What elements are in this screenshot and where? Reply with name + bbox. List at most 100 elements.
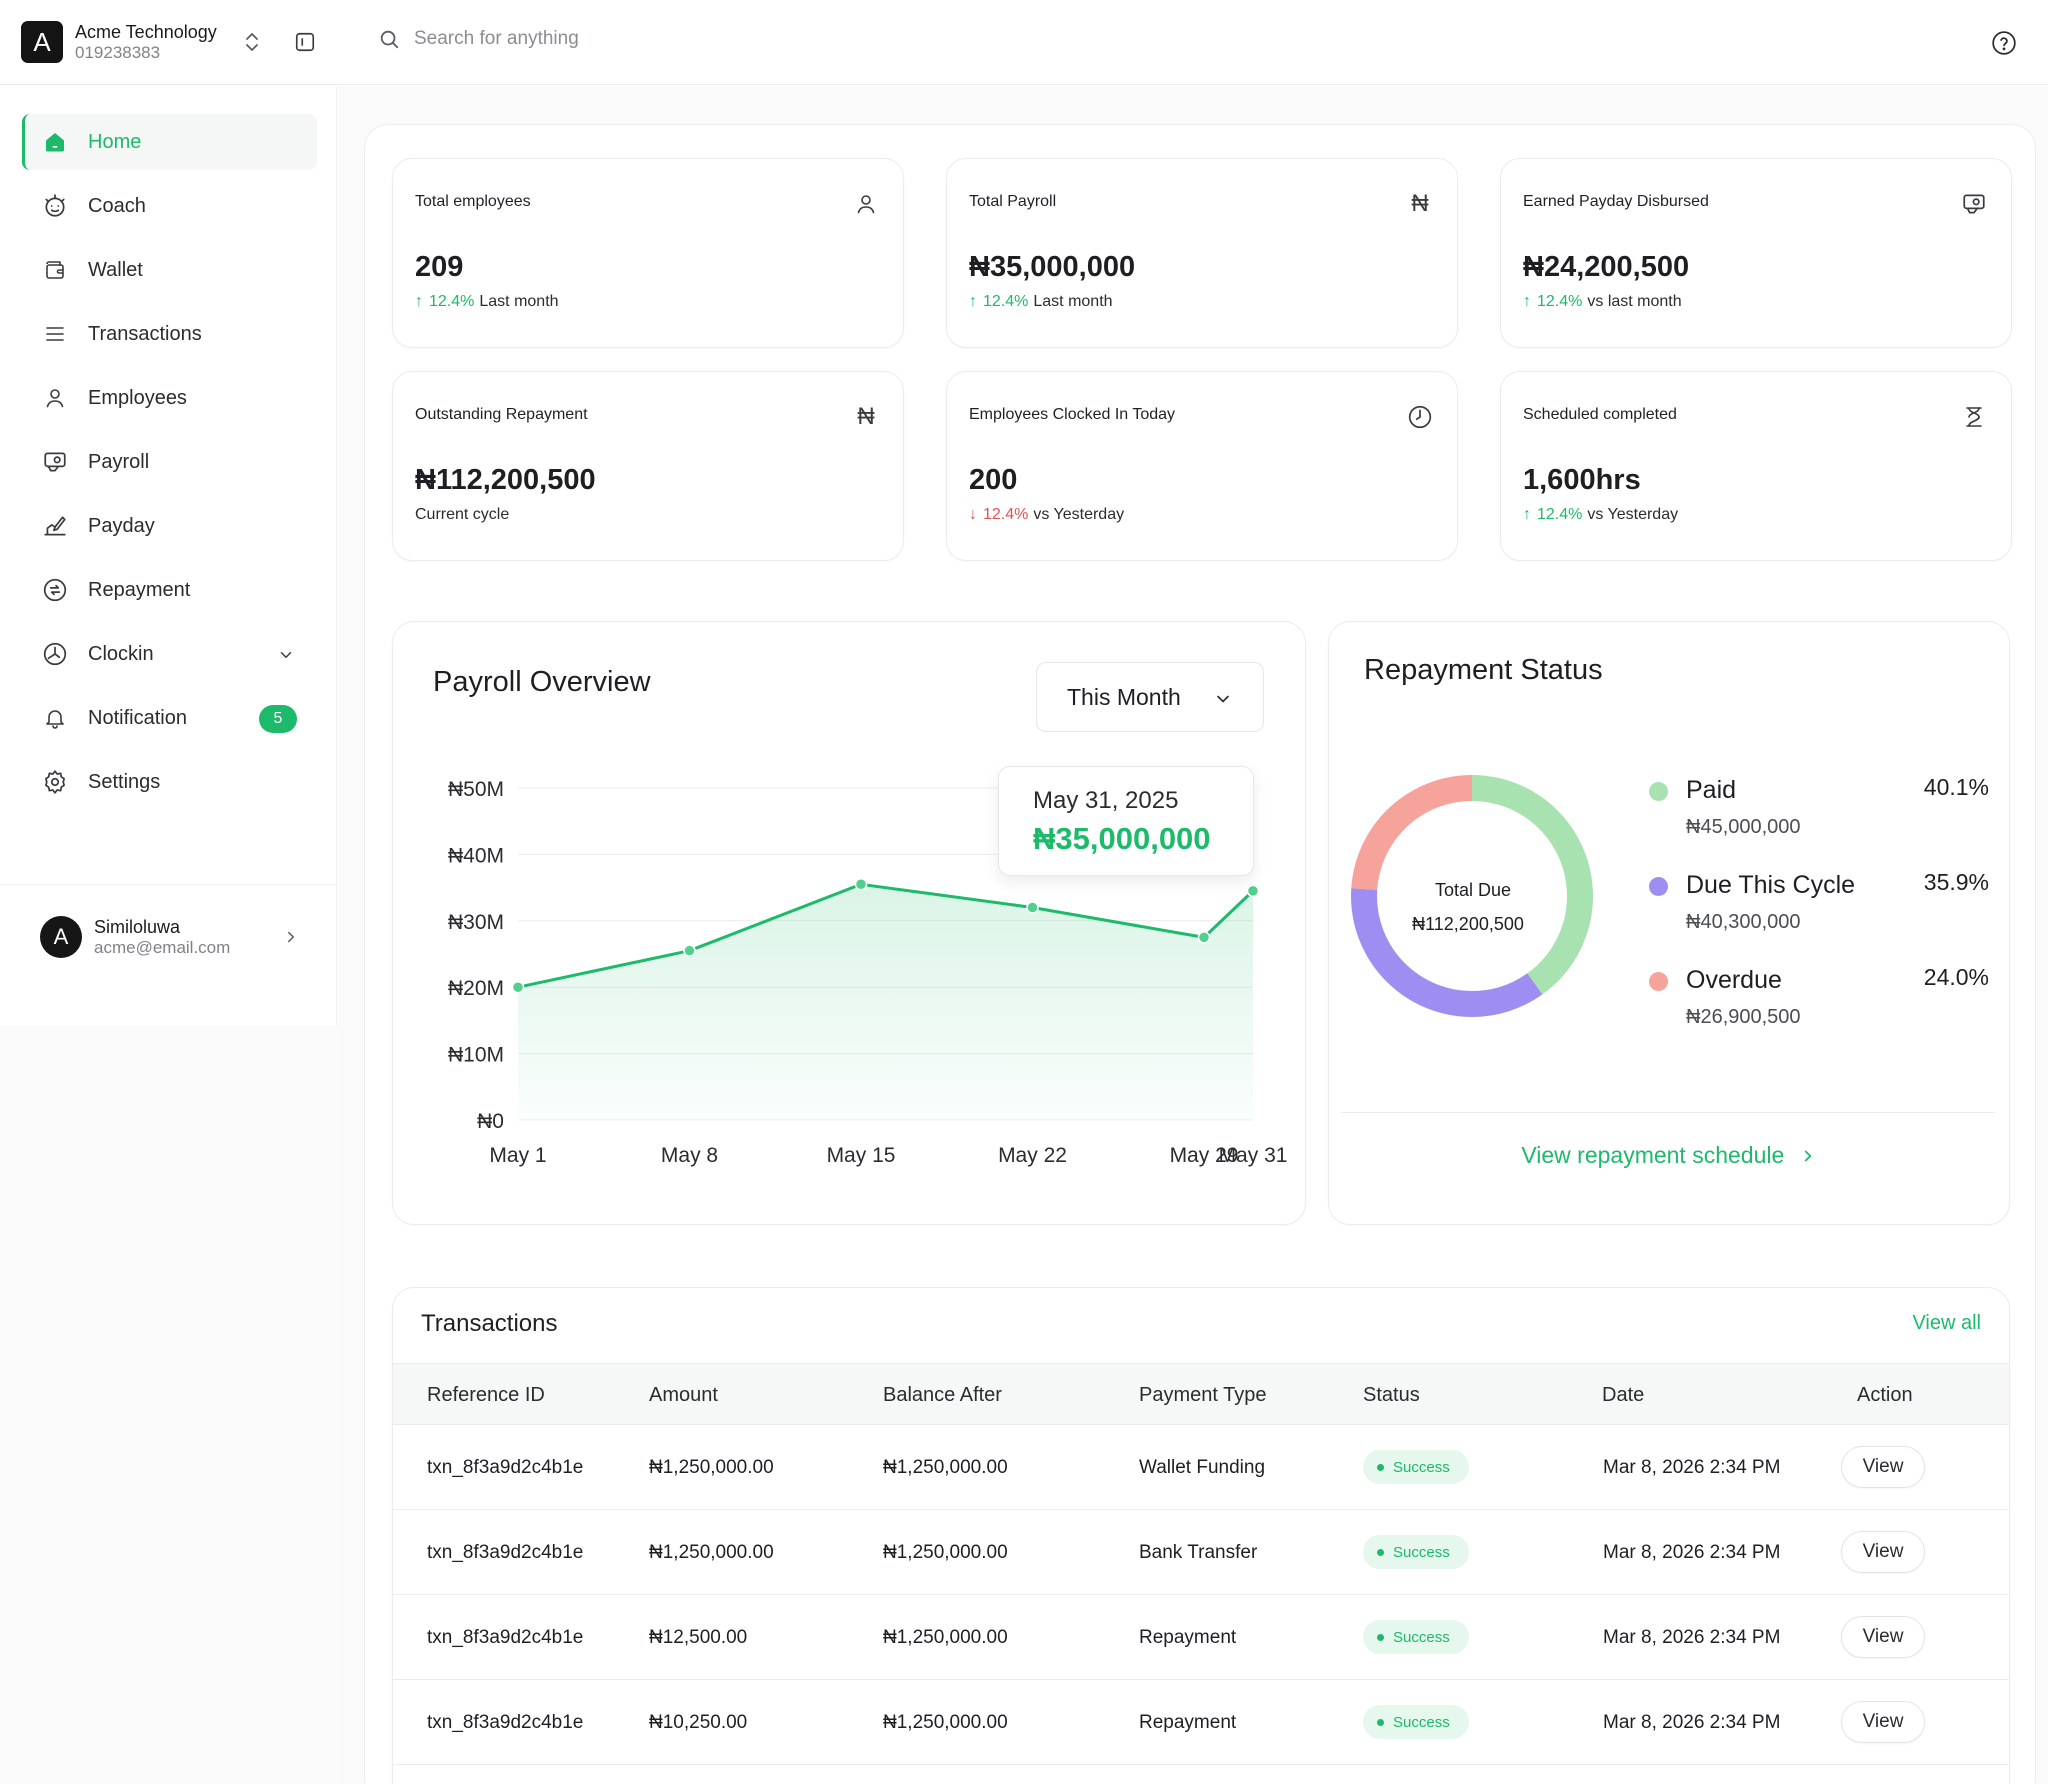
stat-change-suffix: vs Yesterday	[1033, 506, 1125, 523]
org-id: 019238383	[75, 43, 161, 62]
x-tick-label: May 31	[1219, 1144, 1288, 1167]
legend-percent: 24.0%	[1923, 964, 1989, 990]
sidebar-item-repayment[interactable]: Repayment	[22, 562, 317, 618]
stat-card-outstanding-repayment: Outstanding Repayment ₦ ₦112,200,500 Cur…	[392, 371, 904, 561]
stat-card-total-employees: Total employees 209 ↑ 12.4% Last month	[392, 158, 904, 348]
sidebar-item-payday[interactable]: Payday	[22, 498, 317, 554]
view-button[interactable]: View	[1841, 1531, 1925, 1573]
org-logo: A	[21, 21, 63, 63]
stat-change: ↑ 12.4% vs last month	[1523, 293, 1682, 311]
y-tick-label: ₦50M	[448, 778, 504, 801]
list-icon	[42, 321, 68, 347]
arrow-up-icon: ↑	[415, 293, 423, 310]
series-line	[517, 882, 1255, 989]
view-button[interactable]: View	[1841, 1446, 1925, 1488]
stat-label: Earned Payday Disbursed	[1523, 193, 1709, 210]
search-input[interactable]	[414, 28, 914, 50]
org-switcher[interactable]: A Acme Technology 019238383	[21, 21, 217, 63]
chevron-right-icon	[1804, 1150, 1812, 1162]
transactions-card: Transactions View all Reference ID Amoun…	[392, 1287, 2010, 1784]
legend-item-due-this-cycle: Due This Cycle ₦40,300,000 35.9%	[1649, 867, 1989, 947]
repayment-status-card: Repayment Status Total Due ₦112,200,500 …	[1328, 621, 2010, 1225]
stat-change-pct: 12.4%	[429, 293, 475, 310]
stat-change-pct: 12.4%	[1537, 293, 1583, 310]
sidebar-item-transactions[interactable]: Transactions	[22, 306, 317, 362]
donut-center-value: ₦112,200,500	[1412, 914, 1524, 934]
cell-balance-after: ₦1,250,000.00	[883, 1542, 1008, 1563]
chevron-down-icon[interactable]	[277, 646, 295, 664]
hourglass-icon	[1961, 404, 1987, 430]
bell-icon	[42, 705, 68, 731]
sidebar-item-label: Clockin	[88, 642, 154, 665]
stat-value: 1,600hrs	[1523, 464, 1641, 496]
payday-icon	[1961, 191, 1987, 217]
status-badge: Success	[1363, 1450, 1469, 1484]
sidebar-item-wallet[interactable]: Wallet	[22, 242, 317, 298]
legend-item-overdue: Overdue ₦26,900,500 24.0%	[1649, 962, 1989, 1042]
sidebar-item-settings[interactable]: Settings	[22, 754, 317, 810]
repayment-icon	[42, 577, 68, 603]
cell-reference-id: txn_8f3a9d2c4b1e	[427, 1712, 584, 1733]
cell-date: Mar 8, 2026 2:34 PM	[1603, 1712, 1781, 1733]
data-point	[683, 944, 696, 957]
stat-card-scheduled-completed: Scheduled completed 1,600hrs ↑ 12.4% vs …	[1500, 371, 2012, 561]
cell-date: Mar 8, 2026 2:34 PM	[1603, 1627, 1781, 1648]
view-button[interactable]: View	[1841, 1616, 1925, 1658]
org-name: Acme Technology	[75, 22, 217, 42]
stat-label: Total Payroll	[969, 193, 1057, 210]
sidebar-item-home[interactable]: Home	[22, 114, 317, 170]
period-dropdown[interactable]: This Month	[1036, 662, 1264, 732]
avatar: A	[40, 916, 82, 958]
stat-change: ↑ 12.4% vs Yesterday	[1523, 506, 1678, 524]
chevron-down-icon	[1217, 695, 1229, 703]
sidebar-item-label: Home	[88, 130, 142, 153]
notification-count-badge: 5	[259, 705, 297, 733]
sidebar-item-payroll[interactable]: Payroll	[22, 434, 317, 490]
sidebar-item-coach[interactable]: Coach	[22, 178, 317, 234]
cell-balance-after: ₦1,250,000.00	[883, 1627, 1008, 1648]
x-tick-label: May 29	[1170, 1144, 1239, 1167]
chevron-right-icon	[288, 931, 295, 943]
link-label: View repayment schedule	[1521, 1142, 1785, 1168]
sidebar-item-employees[interactable]: Employees	[22, 370, 317, 426]
sidebar-item-notification[interactable]: Notification 5	[22, 690, 317, 746]
stat-card-total-payroll: Total Payroll ₦ ₦35,000,000 ↑ 12.4% Last…	[946, 158, 1458, 348]
y-tick-label: ₦20M	[448, 977, 504, 1000]
data-point	[854, 878, 868, 891]
sidebar-item-label: Wallet	[88, 258, 143, 281]
user-email: acme@email.com	[94, 938, 231, 957]
arrow-up-icon: ↑	[1523, 293, 1531, 310]
cell-reference-id: txn_8f3a9d2c4b1e	[427, 1627, 584, 1648]
payday-icon	[42, 513, 68, 539]
coach-icon	[42, 193, 68, 219]
status-badge: Success	[1363, 1535, 1469, 1569]
help-icon[interactable]	[1991, 30, 2017, 56]
stat-change: ↑ 12.4% Last month	[969, 293, 1113, 311]
sidebar-toggle-icon[interactable]	[294, 31, 316, 53]
clock-icon	[42, 641, 68, 667]
legend-percent: 40.1%	[1923, 774, 1989, 800]
user-profile[interactable]: A Similoluwa acme@email.com	[40, 916, 300, 958]
stat-change-pct: 12.4%	[983, 506, 1029, 523]
cell-reference-id: txn_8f3a9d2c4b1e	[427, 1542, 584, 1563]
view-repayment-schedule-link[interactable]: View repayment schedule	[1329, 1142, 2009, 1169]
stat-change: ↑ 12.4% Last month	[415, 293, 559, 311]
stat-label: Employees Clocked In Today	[969, 406, 1176, 423]
cell-amount: ₦1,250,000.00	[649, 1457, 774, 1478]
cell-amount: ₦1,250,000.00	[649, 1542, 774, 1563]
view-all-link[interactable]: View all	[1912, 1312, 1981, 1334]
naira-icon: ₦	[857, 403, 875, 430]
donut-segment	[1351, 775, 1593, 1017]
sidebar-item-clockin[interactable]: Clockin	[22, 626, 317, 682]
data-point	[1197, 931, 1211, 944]
home-icon	[42, 129, 68, 155]
column-header: Date	[1602, 1384, 1645, 1406]
sidebar-item-label: Repayment	[88, 578, 191, 601]
view-button[interactable]: View	[1841, 1701, 1925, 1743]
column-header: Balance After	[883, 1384, 1002, 1406]
clock-icon	[1407, 404, 1433, 430]
chevron-up-down-icon[interactable]	[240, 30, 264, 54]
status-badge: Success	[1363, 1705, 1469, 1739]
gear-icon	[42, 769, 68, 795]
sidebar-item-label: Settings	[88, 770, 161, 793]
